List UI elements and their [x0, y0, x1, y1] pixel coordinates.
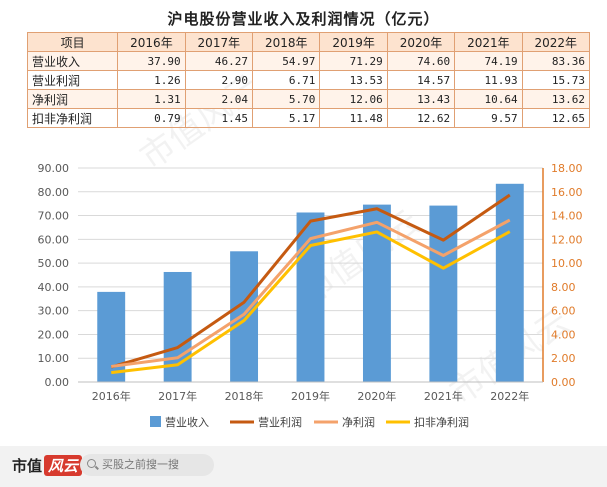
legend-label: 营业收入	[165, 415, 209, 429]
table-cell: 12.65	[521, 108, 591, 128]
search-placeholder: 买股之前搜一搜	[102, 458, 179, 471]
table-cell: 2.04	[184, 89, 254, 109]
table-cell: 71.29	[319, 51, 388, 71]
table-cell: 10.64	[454, 89, 523, 109]
table-cell: 1.26	[117, 70, 186, 90]
right-axis-tick-label: 8.00	[551, 281, 576, 294]
right-axis-tick-label: 0.00	[551, 376, 576, 389]
table-cell: 2.90	[184, 70, 254, 90]
left-axis-tick-label: 0.00	[45, 376, 70, 389]
table-cell: 13.53	[319, 70, 388, 90]
page-title: 沪电股份营业收入及利润情况（亿元）	[167, 10, 440, 28]
table-row: 扣非净利润 0.79 1.45 5.17 11.48 12.62 9.57 12…	[26, 108, 591, 128]
table-cell: 0.79	[117, 108, 186, 128]
search-input[interactable]: 买股之前搜一搜	[80, 454, 214, 476]
table-cell: 12.62	[386, 108, 456, 128]
legend-label: 营业利润	[258, 415, 302, 429]
bar	[230, 251, 259, 382]
left-axis-tick-label: 80.00	[38, 186, 70, 199]
left-axis-tick-label: 90.00	[38, 162, 70, 175]
table-cell: 83.36	[521, 51, 591, 71]
table-header-cell: 2017年	[184, 32, 254, 52]
combo-chart: 0.00 10.00 20.00 30.00 40.00 50.00 60.00 70.00 8…	[38, 162, 583, 429]
x-axis-tick-label: 2017年	[158, 389, 197, 403]
table-cell: 1.45	[184, 108, 254, 128]
brand-mark: 风云	[44, 455, 83, 476]
table-cell: 46.27	[184, 51, 254, 71]
x-axis-tick-label: 2018年	[225, 389, 264, 403]
footer-bar: 市值 风云 买股之前搜一搜	[0, 446, 607, 487]
table-cell: 13.62	[521, 89, 591, 109]
right-axis-tick-label: 4.00	[551, 328, 576, 341]
left-axis-tick-label: 10.00	[38, 352, 70, 365]
table-header-cell: 2020年	[386, 32, 456, 52]
left-axis-tick-label: 20.00	[38, 328, 70, 341]
table-cell: 5.70	[252, 89, 321, 109]
right-axis-tick-label: 14.00	[551, 210, 583, 223]
table-header-cell: 项目	[26, 32, 119, 52]
brand-text: 市值	[12, 457, 43, 475]
legend-label: 净利润	[342, 415, 375, 429]
series-line	[110, 193, 511, 369]
table-cell: 74.19	[454, 51, 523, 71]
table-cell: 1.31	[117, 89, 186, 109]
left-axis-tick-label: 30.00	[38, 305, 70, 318]
right-axis-tick-label: 12.00	[551, 233, 583, 246]
x-axis-tick-label: 2020年	[357, 389, 396, 403]
legend-swatch	[150, 416, 161, 427]
table-header-cell: 2016年	[117, 32, 186, 52]
x-axis-tick-label: 2019年	[291, 389, 330, 403]
table-header-cell: 2019年	[319, 32, 388, 52]
table-cell: 11.48	[319, 108, 388, 128]
table-cell: 14.57	[386, 70, 456, 90]
table-header-cell: 2018年	[252, 32, 321, 52]
x-axis-tick-label: 2022年	[490, 389, 529, 403]
series-line	[111, 218, 511, 368]
table-cell: 6.71	[252, 70, 321, 90]
left-axis-tick-label: 50.00	[38, 257, 70, 270]
search-icon	[87, 459, 96, 468]
table-cell: 37.90	[117, 51, 186, 71]
x-axis-tick-label: 2021年	[424, 389, 463, 403]
row-label: 营业收入	[26, 51, 119, 71]
table-cell: 54.97	[252, 51, 321, 71]
table-row: 营业收入 37.90 46.27 54.97 71.29 74.60 74.19…	[26, 51, 591, 71]
right-axis-tick-label: 10.00	[551, 257, 583, 270]
left-axis-tick-label: 70.00	[38, 210, 70, 223]
table-header-row: 项目 2016年 2017年 2018年 2019年 2020年 2021年 2…	[26, 32, 591, 52]
table-cell: 9.57	[454, 108, 523, 128]
bar	[97, 291, 126, 382]
table-row: 净利润 1.31 2.04 5.70 12.06 13.43 10.64 13.…	[26, 89, 591, 109]
left-axis-tick-label: 40.00	[38, 281, 70, 294]
bar	[495, 183, 524, 382]
table-cell: 15.73	[521, 70, 591, 90]
table-cell: 5.17	[252, 108, 321, 128]
table-header-cell: 2022年	[521, 32, 591, 52]
data-table: 项目 2016年 2017年 2018年 2019年 2020年 2021年 2…	[26, 32, 591, 128]
table-cell: 12.06	[319, 89, 388, 109]
x-axis-tick-label: 2016年	[92, 389, 131, 403]
row-label: 营业利润	[26, 70, 119, 90]
table-cell: 74.60	[386, 51, 456, 71]
table-header-cell: 2021年	[454, 32, 523, 52]
table-row: 营业利润 1.26 2.90 6.71 13.53 14.57 11.93 15…	[26, 70, 591, 90]
right-axis-tick-label: 18.00	[551, 162, 583, 175]
right-axis-tick-label: 6.00	[551, 305, 576, 318]
table-cell: 11.93	[454, 70, 523, 90]
legend-label: 扣非净利润	[414, 415, 469, 429]
table-cell: 13.43	[386, 89, 456, 109]
row-label: 净利润	[26, 89, 119, 109]
brand-logo: 市值 风云	[12, 455, 83, 476]
row-label: 扣非净利润	[26, 108, 119, 128]
right-axis-tick-label: 2.00	[551, 352, 576, 365]
right-axis-tick-label: 16.00	[551, 186, 583, 199]
series-line	[111, 230, 511, 375]
left-axis-tick-label: 60.00	[38, 233, 70, 246]
